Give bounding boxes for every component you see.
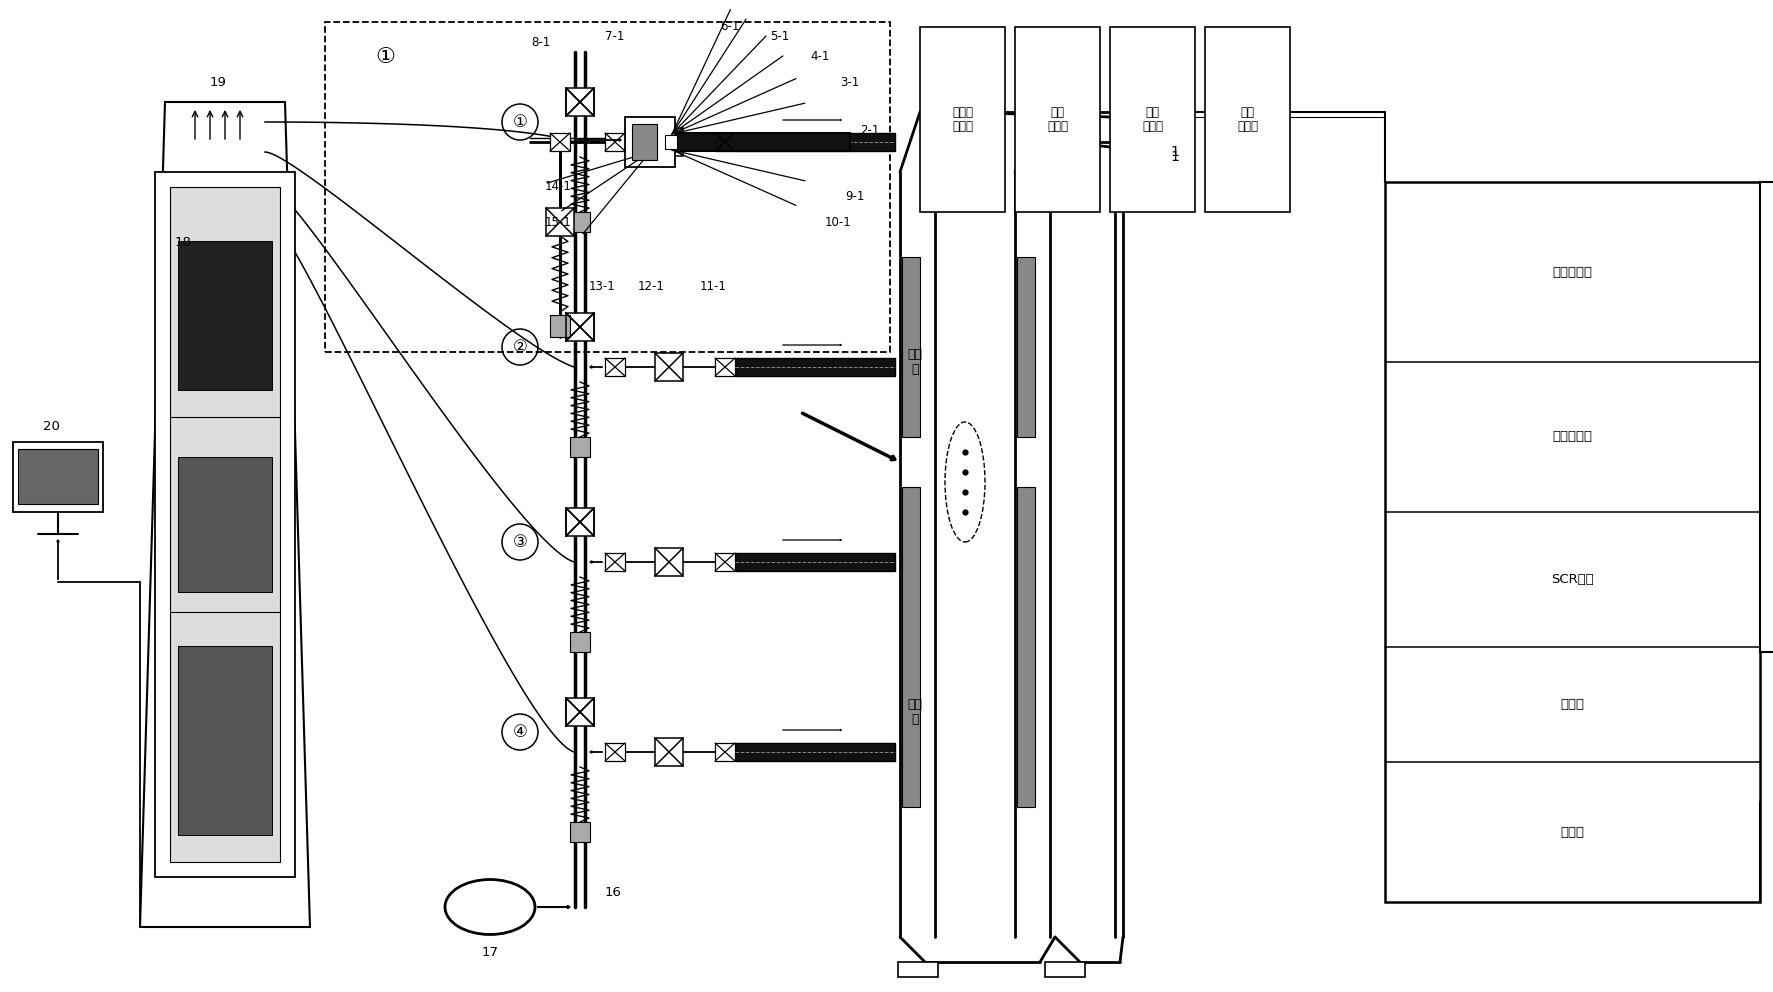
Text: 空预器: 空预器 (1560, 825, 1585, 838)
Bar (736, 133, 895, 151)
Ellipse shape (945, 422, 986, 542)
Bar (566, 508, 594, 536)
Text: ④: ④ (512, 723, 527, 741)
Text: 13-1: 13-1 (589, 281, 615, 294)
Bar (654, 548, 683, 576)
Text: 5-1: 5-1 (769, 31, 789, 44)
Bar (12, 442, 103, 512)
Bar (715, 133, 736, 151)
Bar (654, 738, 683, 766)
Text: 9-1: 9-1 (846, 190, 865, 203)
Bar (605, 358, 626, 376)
Text: SCR出口: SCR出口 (1551, 573, 1594, 586)
Bar (736, 743, 895, 761)
Bar (605, 133, 626, 151)
Bar (605, 553, 626, 571)
Bar (897, 962, 938, 977)
Ellipse shape (445, 880, 535, 934)
Text: 低温再热器: 低温再热器 (1553, 266, 1592, 279)
Bar (550, 315, 569, 337)
Bar (569, 632, 590, 652)
Bar (569, 822, 590, 842)
Bar (715, 743, 736, 761)
Bar (715, 553, 736, 571)
Bar (566, 88, 594, 116)
Bar (1206, 27, 1291, 212)
Bar (177, 241, 271, 390)
Text: 空预器: 空预器 (1560, 698, 1585, 711)
Bar (569, 212, 590, 232)
Text: ③: ③ (512, 533, 527, 551)
Bar (902, 487, 920, 807)
Bar (626, 117, 676, 167)
Text: 18: 18 (176, 235, 191, 249)
Bar (566, 313, 594, 341)
Bar (566, 698, 594, 726)
Text: 14-1: 14-1 (544, 181, 573, 193)
Text: 1: 1 (1170, 145, 1179, 159)
Bar (1014, 27, 1099, 212)
Text: 8-1: 8-1 (530, 36, 550, 49)
Bar (605, 743, 626, 761)
Text: 省煤器出口: 省煤器出口 (1553, 431, 1592, 443)
Bar (154, 172, 294, 877)
Text: 16: 16 (605, 886, 622, 899)
Bar (654, 353, 683, 381)
Bar (1018, 487, 1035, 807)
Text: 末级
过热器: 末级 过热器 (1238, 105, 1259, 134)
Bar (18, 449, 98, 504)
Bar (324, 22, 890, 352)
Bar (670, 133, 849, 151)
Text: 主燃
区: 主燃 区 (908, 698, 922, 726)
Text: 15-1: 15-1 (544, 215, 571, 228)
Text: ①: ① (512, 113, 527, 131)
Text: 4-1: 4-1 (810, 51, 830, 63)
Bar (715, 358, 736, 376)
Bar (569, 437, 590, 457)
Bar (177, 457, 271, 592)
Text: 1: 1 (1170, 150, 1179, 164)
Bar (1018, 257, 1035, 437)
Bar (177, 646, 271, 835)
Bar (665, 135, 677, 149)
Bar (1385, 182, 1761, 902)
Bar (736, 553, 895, 571)
Text: 17: 17 (482, 945, 498, 958)
Bar (902, 257, 920, 437)
Bar (1044, 962, 1085, 977)
Bar (920, 27, 1005, 212)
Bar (631, 124, 658, 160)
Bar (654, 128, 683, 156)
Bar (546, 208, 574, 236)
Text: 燃尽
区: 燃尽 区 (908, 348, 922, 376)
Bar (1110, 27, 1195, 212)
Text: 后屏
过热器: 后屏 过热器 (1048, 105, 1067, 134)
Text: ①: ① (376, 47, 395, 67)
Text: 3-1: 3-1 (840, 75, 860, 88)
Text: 20: 20 (43, 421, 60, 434)
Text: 末级
再热器: 末级 再热器 (1142, 105, 1163, 134)
Text: 2-1: 2-1 (860, 123, 879, 137)
Bar (1761, 182, 1773, 652)
Text: 12-1: 12-1 (638, 281, 665, 294)
Bar (170, 187, 280, 862)
Bar (736, 358, 895, 376)
Text: 10-1: 10-1 (824, 215, 851, 228)
Text: 11-1: 11-1 (700, 281, 727, 294)
Text: 6-1: 6-1 (720, 21, 739, 34)
Text: 19: 19 (209, 75, 227, 88)
Text: ②: ② (512, 338, 527, 356)
Text: 7-1: 7-1 (605, 31, 624, 44)
Bar (550, 133, 569, 151)
Text: 分隔屏
过热器: 分隔屏 过热器 (952, 105, 973, 134)
